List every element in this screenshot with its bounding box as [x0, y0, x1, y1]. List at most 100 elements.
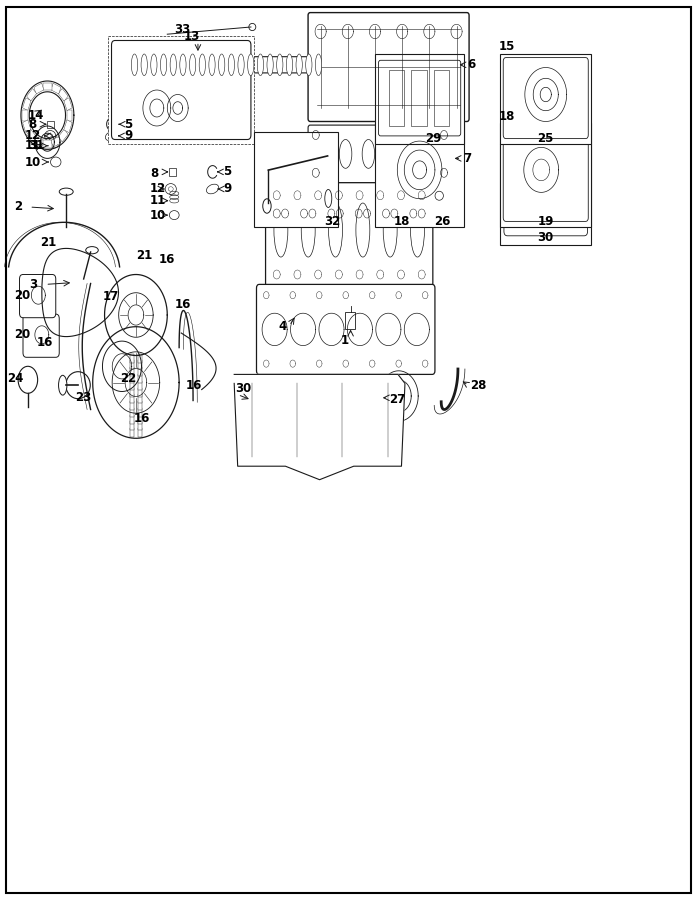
Bar — [389, 70, 404, 126]
Bar — [22, 98, 31, 111]
Bar — [43, 83, 52, 90]
Bar — [51, 137, 61, 148]
Bar — [500, 54, 591, 144]
FancyBboxPatch shape — [503, 127, 588, 221]
Bar — [130, 381, 134, 390]
Bar — [130, 361, 134, 370]
Text: 21: 21 — [40, 237, 56, 249]
Text: 24: 24 — [7, 372, 23, 384]
Text: 5: 5 — [223, 166, 231, 178]
Text: 9: 9 — [223, 183, 231, 195]
Ellipse shape — [151, 54, 157, 76]
Text: 27: 27 — [389, 393, 405, 406]
Bar — [130, 401, 134, 410]
Ellipse shape — [238, 54, 244, 76]
Text: 11: 11 — [24, 140, 40, 152]
Ellipse shape — [47, 133, 53, 138]
Ellipse shape — [45, 130, 56, 141]
Text: 23: 23 — [75, 392, 91, 404]
Bar — [130, 388, 134, 397]
Ellipse shape — [435, 192, 443, 201]
Ellipse shape — [247, 54, 254, 76]
Text: 19: 19 — [537, 215, 554, 228]
Text: 1: 1 — [340, 334, 348, 346]
Bar — [138, 388, 142, 397]
Text: 6: 6 — [468, 58, 476, 71]
Text: 8: 8 — [28, 118, 36, 130]
FancyBboxPatch shape — [256, 284, 435, 374]
Ellipse shape — [168, 187, 173, 192]
Ellipse shape — [408, 140, 420, 168]
FancyBboxPatch shape — [378, 60, 461, 136]
Ellipse shape — [431, 140, 443, 168]
Ellipse shape — [257, 54, 263, 76]
FancyBboxPatch shape — [503, 58, 588, 139]
Bar — [130, 408, 134, 417]
Ellipse shape — [190, 54, 196, 76]
Ellipse shape — [59, 375, 67, 395]
Bar — [130, 354, 134, 363]
Bar — [138, 421, 142, 430]
FancyBboxPatch shape — [128, 57, 325, 73]
Text: 20: 20 — [14, 289, 30, 302]
Ellipse shape — [105, 131, 118, 140]
Text: 4: 4 — [279, 320, 287, 333]
FancyBboxPatch shape — [308, 13, 469, 122]
Ellipse shape — [316, 140, 329, 168]
Text: 22: 22 — [120, 372, 136, 384]
Bar — [47, 121, 54, 128]
Text: 5: 5 — [124, 118, 132, 130]
Text: 33: 33 — [174, 23, 190, 36]
Ellipse shape — [277, 54, 283, 76]
Ellipse shape — [169, 211, 179, 220]
Bar — [59, 88, 68, 101]
Bar — [130, 421, 134, 430]
Bar — [108, 36, 254, 144]
Ellipse shape — [286, 54, 293, 76]
Bar — [130, 415, 134, 424]
Bar — [434, 70, 449, 126]
Text: 28: 28 — [470, 379, 486, 392]
Bar — [138, 374, 142, 383]
Bar — [130, 428, 134, 437]
FancyBboxPatch shape — [112, 40, 251, 140]
Ellipse shape — [199, 54, 206, 76]
Ellipse shape — [339, 140, 352, 168]
Text: 16: 16 — [174, 298, 190, 310]
Ellipse shape — [206, 184, 219, 194]
Bar — [500, 144, 591, 245]
Text: 29: 29 — [424, 132, 441, 145]
Text: 11: 11 — [150, 194, 166, 207]
Text: 3: 3 — [29, 278, 38, 291]
Ellipse shape — [301, 203, 315, 257]
Bar — [138, 401, 142, 410]
Ellipse shape — [328, 203, 342, 257]
Bar — [26, 88, 36, 101]
Polygon shape — [234, 374, 405, 480]
Bar — [51, 83, 61, 94]
Ellipse shape — [141, 54, 147, 76]
Bar — [22, 120, 31, 132]
Text: 25: 25 — [537, 132, 554, 145]
Ellipse shape — [18, 366, 38, 393]
Text: 20: 20 — [14, 328, 30, 341]
FancyBboxPatch shape — [504, 148, 588, 236]
Bar — [26, 130, 36, 142]
Text: 16: 16 — [186, 379, 202, 392]
Ellipse shape — [411, 203, 424, 257]
Bar — [345, 312, 355, 328]
Text: 12: 12 — [150, 183, 166, 195]
Bar — [138, 361, 142, 370]
FancyBboxPatch shape — [308, 125, 452, 183]
Ellipse shape — [131, 54, 138, 76]
Bar — [22, 110, 28, 121]
FancyBboxPatch shape — [23, 314, 59, 357]
Ellipse shape — [209, 54, 215, 76]
Ellipse shape — [267, 54, 273, 76]
Text: 10: 10 — [24, 156, 40, 168]
Ellipse shape — [86, 247, 98, 254]
Ellipse shape — [180, 54, 186, 76]
Ellipse shape — [50, 157, 61, 167]
Bar — [64, 120, 72, 132]
Ellipse shape — [59, 188, 73, 195]
